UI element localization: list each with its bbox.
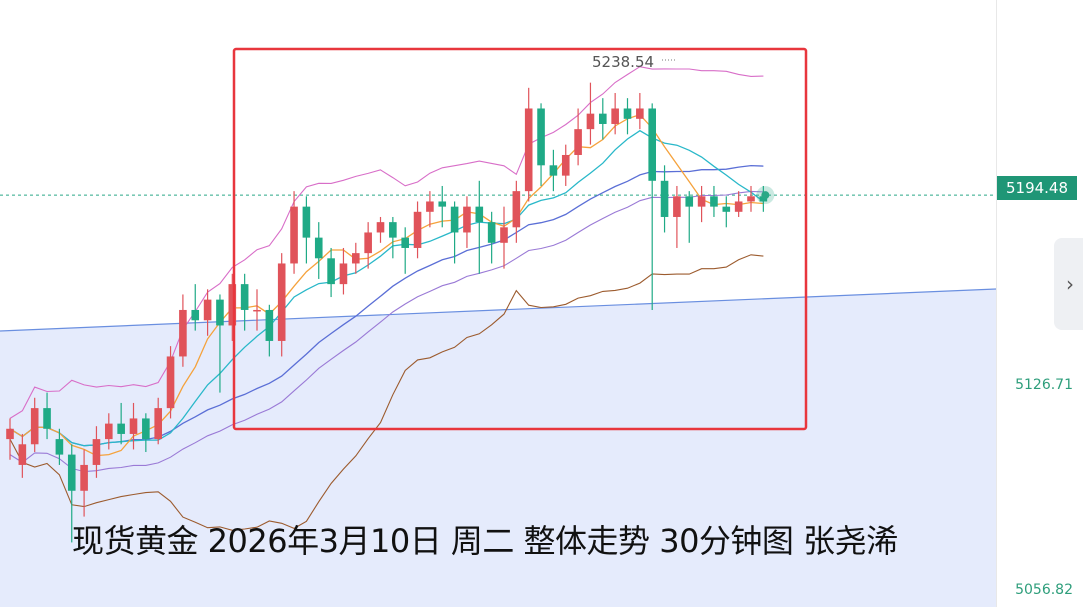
price-axis-label: 5126.71 [1015,377,1073,393]
peak-price-label: 5238.54 [592,53,655,71]
candle-body [401,237,409,248]
candle-body [673,196,681,217]
candle-body [191,309,200,321]
candle-body [747,196,755,202]
candle-body [352,253,360,264]
candle-body [277,263,286,341]
candle-body [438,201,447,207]
current-price-dot [761,191,770,200]
candle-body [339,263,348,285]
candle-body [623,108,632,119]
current-price-tag: 5194.48 [997,176,1077,200]
candle-body [722,206,731,212]
candle-body [549,165,558,176]
candle-body [43,408,51,429]
candle-body [92,439,101,465]
candle-body [389,222,397,238]
candle-body [302,206,311,238]
trend-line [0,288,997,332]
candle-body [376,222,385,233]
bollinger-upper-line [9,66,764,419]
candle-body [203,299,212,321]
candle-body [67,454,76,491]
candle-body [6,428,14,440]
candle-body [179,309,187,357]
candle-body [166,356,175,409]
candle-body [216,299,224,326]
candle-body [327,258,335,285]
trend-zone-fill [0,289,996,607]
candle-body [228,284,237,326]
ma10-line [9,129,764,447]
candle-body [80,464,88,491]
candle-body [524,108,533,192]
candle-body [685,196,694,207]
candle-body [599,113,607,124]
candle-body [117,423,125,434]
candle-body [413,211,422,248]
candle-body [30,408,39,445]
candle-body [290,206,298,264]
highlight-box [232,47,808,431]
candle-body [561,154,570,176]
chevron-right-icon[interactable]: › [1054,238,1083,330]
candle-body [512,191,521,228]
candle-body [265,309,274,341]
chart-caption: 现货黄金 2026年3月10日 周二 整体走势 30分钟图 张尧浠 [72,522,898,560]
candle-body [710,196,718,207]
candle-body [253,309,261,312]
candle-body [55,439,64,455]
ma20-line [9,164,764,447]
candle-body [648,108,656,181]
candle-body [660,180,669,217]
candle-body [426,201,434,212]
candle-body [487,222,496,243]
candle-body [463,206,471,233]
candle-body [314,237,323,259]
candle-body [734,201,743,212]
candle-body [142,418,150,440]
candle-body [611,108,619,124]
candle-body [574,129,582,155]
candle-body [636,108,644,119]
candle-body [475,206,484,223]
candle-body [697,196,706,207]
candle-body [450,206,459,233]
candle-body [500,227,508,243]
price-axis-label: 5056.82 [1015,582,1073,598]
candle-body [240,284,249,310]
candle-body [154,408,162,440]
long-ma-line [9,190,764,473]
candle-body [18,444,27,465]
candle-body [759,196,768,202]
candle-body [129,418,138,434]
axis-divider [996,0,997,607]
candle-body [537,108,545,166]
candle-body [586,113,595,130]
bollinger-lower-line [9,254,764,531]
candle-body [105,423,113,440]
candle-body [364,232,372,254]
